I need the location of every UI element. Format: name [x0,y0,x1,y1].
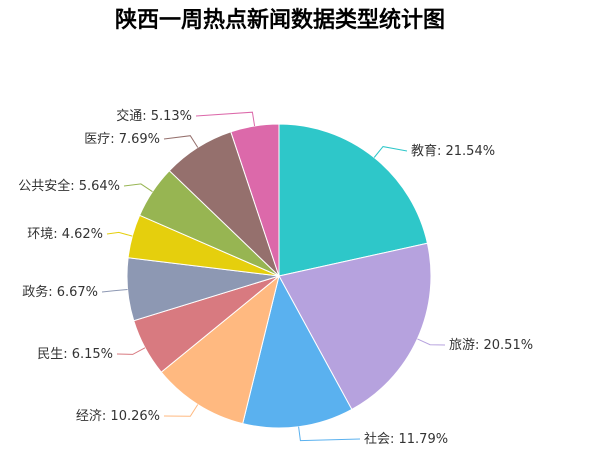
label-leader-line [373,146,408,158]
label-leader-line [163,135,199,148]
pie-slices [126,123,432,429]
slice-label: 旅游: 20.51% [449,338,533,353]
slice-label: 民生: 6.15% [37,347,113,362]
label-leader-line [106,231,133,237]
pie-slice[interactable] [230,123,280,277]
slice-label: 教育: 21.54% [411,143,495,159]
slice-label: 社会: 11.79% [364,431,448,447]
chart-title: 陕西一周热点新闻数据类型统计图 [114,8,445,33]
label-leader-line [163,404,199,417]
pie-slice[interactable] [278,242,432,411]
pie-slice[interactable] [160,274,280,425]
label-leader-line [298,426,361,442]
pie-slice[interactable] [278,123,429,277]
label-leader-line [417,338,446,346]
slice-label: 经济: 10.26% [76,409,160,424]
label-leader-line [123,183,153,193]
pie-labels: 教育: 21.54% 旅游: 20.51% 社会: 11.79% 经济: 10.26%… [18,108,533,447]
label-leader-line [101,289,128,293]
slice-label: 公共安全: 5.64% [18,178,120,194]
slice-label: 医疗: 7.69% [84,132,160,147]
label-leader-line [195,111,256,127]
label-leader-line [116,347,146,355]
slice-label: 环境: 4.62% [27,227,103,242]
slice-label: 交通: 5.13% [116,108,192,124]
slice-label: 政务: 6.67% [22,284,98,300]
